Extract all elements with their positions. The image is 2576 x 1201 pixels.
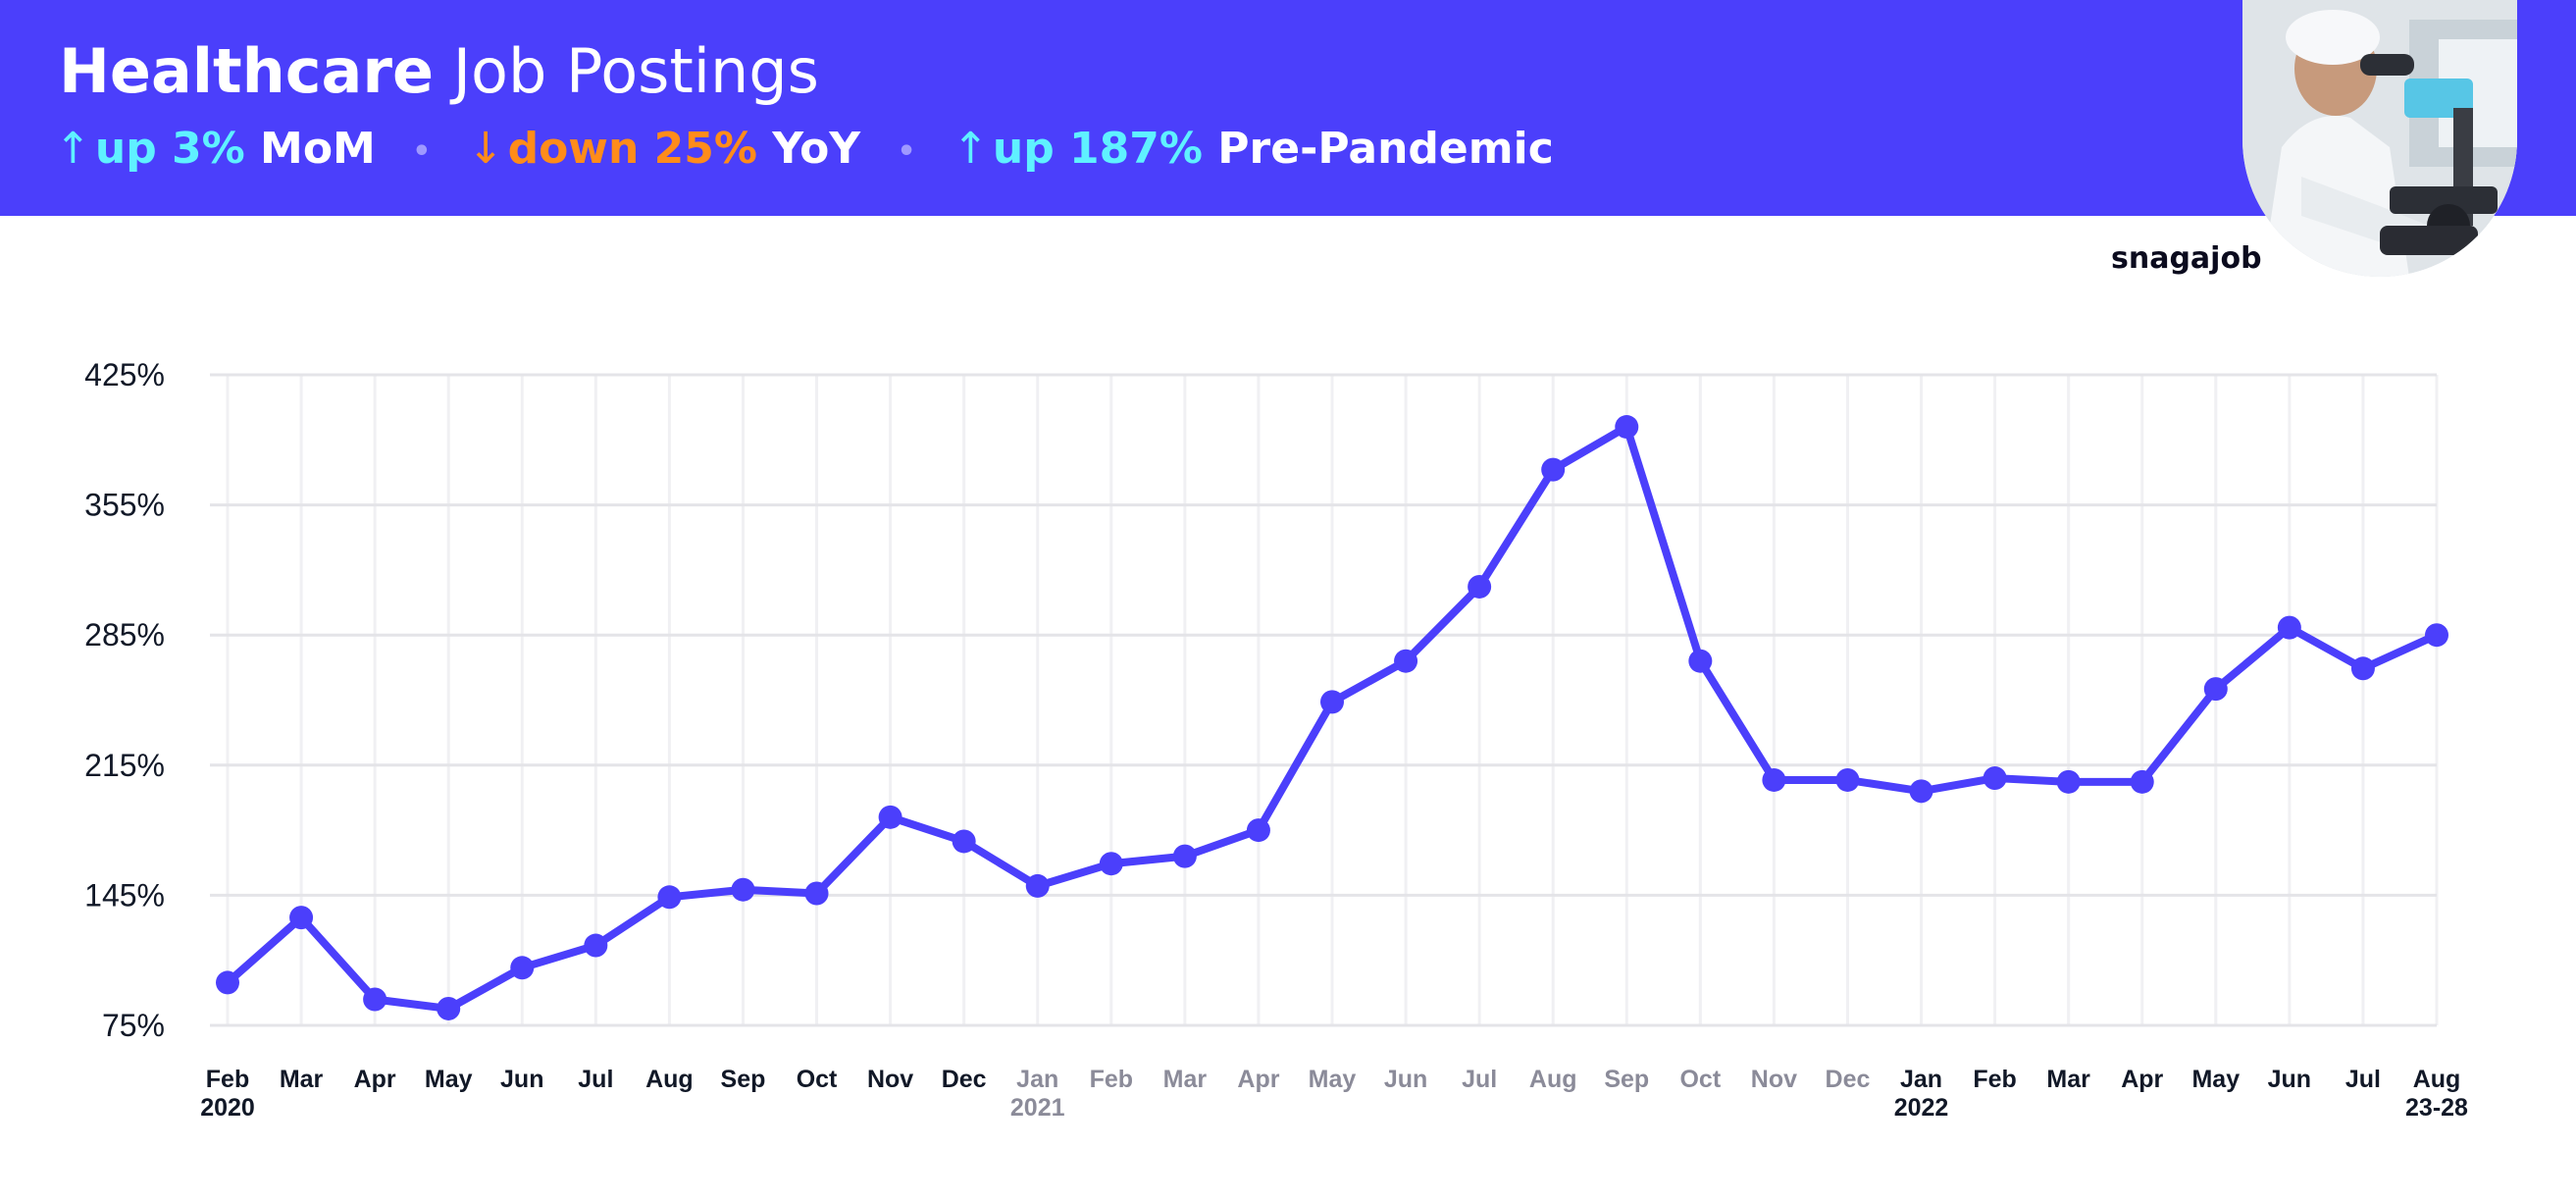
separator-dot: • [897, 133, 916, 169]
data-point [878, 805, 902, 829]
y-tick-label: 285% [84, 617, 165, 653]
y-tick-label: 355% [84, 488, 165, 523]
x-tick-label: Dec [1826, 1066, 1871, 1093]
y-tick-label: 425% [84, 357, 165, 392]
data-point [1320, 690, 1344, 714]
separator-dot: • [412, 133, 432, 169]
data-point [1983, 766, 2007, 791]
stat-yoy: ↓down 25% YoY [468, 124, 860, 174]
x-tick-label: Dec [942, 1066, 987, 1093]
x-tick-sublabel: 2020 [200, 1094, 255, 1122]
data-point [1835, 767, 1860, 792]
data-point [657, 885, 682, 910]
header-banner: Healthcare Job Postings ↑up 3% MoM • ↓do… [0, 0, 2576, 216]
x-tick-label: Jun [2268, 1066, 2311, 1093]
x-tick-label: Jun [500, 1066, 543, 1093]
data-point [952, 829, 976, 854]
data-point [1099, 852, 1123, 876]
data-point [1909, 779, 1933, 804]
data-point [2130, 769, 2154, 794]
data-point [1172, 844, 1197, 868]
data-point [1394, 649, 1418, 673]
x-tick-sublabel: 23-28 [2405, 1094, 2468, 1122]
x-tick-label: Jul [1462, 1066, 1497, 1093]
y-tick-label: 145% [84, 877, 165, 913]
x-tick-label: Oct [797, 1066, 838, 1093]
data-point [1762, 767, 1786, 792]
data-point [216, 970, 239, 995]
x-tick-label: Apr [2121, 1066, 2163, 1093]
arrow-up-icon: ↑ [953, 124, 989, 174]
title-bold: Healthcare [59, 35, 435, 107]
data-point [510, 956, 535, 980]
microscope-scientist-illustration [2242, 0, 2517, 277]
data-point [2277, 615, 2301, 640]
x-tick-label: Jul [2345, 1066, 2381, 1093]
x-tick-label: May [2191, 1066, 2240, 1093]
data-point [437, 996, 461, 1020]
data-point [2203, 677, 2228, 702]
data-point [804, 881, 829, 906]
data-point [731, 877, 755, 902]
y-tick-label: 215% [84, 748, 165, 783]
stat-pre-pandemic-value: up 187% [992, 124, 1203, 174]
data-point [2425, 623, 2448, 648]
x-tick-label: Oct [1679, 1066, 1721, 1093]
x-tick-label: Jul [578, 1066, 613, 1093]
data-point [1615, 415, 1639, 440]
x-tick-label: Jan [1016, 1066, 1058, 1093]
x-tick-label: Apr [354, 1066, 396, 1093]
x-tick-label: Mar [2046, 1066, 2090, 1093]
x-tick-label: Feb [1973, 1066, 2016, 1093]
data-point [1025, 873, 1050, 898]
arrow-down-icon: ↓ [467, 124, 504, 174]
brand-logo: snagajob [2111, 241, 2262, 276]
x-tick-label: May [425, 1066, 473, 1093]
x-tick-label: Mar [280, 1066, 324, 1093]
data-point [1246, 818, 1270, 843]
data-point [2056, 769, 2081, 794]
x-tick-label: Apr [1237, 1066, 1279, 1093]
data-point [1468, 574, 1492, 599]
x-tick-label: Jan [1900, 1066, 1942, 1093]
y-tick-label: 75% [102, 1008, 165, 1043]
x-tick-label: Sep [1604, 1066, 1649, 1093]
x-tick-label: Aug [2413, 1066, 2461, 1093]
stat-mom: ↑up 3% MoM [55, 124, 376, 174]
data-point [1688, 649, 1713, 673]
x-tick-label: Feb [1090, 1066, 1133, 1093]
x-tick-sublabel: 2021 [1010, 1094, 1065, 1122]
x-tick-label: Feb [206, 1066, 249, 1093]
data-point [1541, 457, 1566, 482]
stat-pre-pandemic: ↑up 187% Pre-Pandemic [953, 124, 1554, 174]
title-rest: Job Postings [452, 35, 819, 107]
x-tick-label: Jun [1384, 1066, 1427, 1093]
x-tick-label: May [1309, 1066, 1357, 1093]
stats-row: ↑up 3% MoM • ↓down 25% YoY • ↑up 187% Pr… [55, 124, 1554, 174]
arrow-up-icon: ↑ [55, 124, 91, 174]
page-title: Healthcare Job Postings [59, 35, 819, 107]
stat-mom-value: up 3% [94, 124, 245, 174]
data-point [2350, 656, 2375, 681]
x-tick-label: Aug [1529, 1066, 1577, 1093]
stat-mom-label: MoM [260, 124, 376, 174]
data-point [289, 906, 314, 930]
data-point [363, 987, 387, 1012]
stat-yoy-label: YoY [772, 124, 861, 174]
x-tick-label: Nov [1751, 1066, 1797, 1093]
x-tick-label: Aug [645, 1066, 694, 1093]
x-tick-sublabel: 2022 [1894, 1094, 1949, 1122]
x-tick-label: Mar [1163, 1066, 1208, 1093]
stat-yoy-value: down 25% [507, 124, 757, 174]
lab-technician-photo [2242, 0, 2517, 277]
stat-pre-pandemic-label: Pre-Pandemic [1217, 124, 1554, 174]
x-tick-label: Sep [721, 1066, 766, 1093]
data-point [584, 933, 608, 958]
x-tick-label: Nov [867, 1066, 913, 1093]
